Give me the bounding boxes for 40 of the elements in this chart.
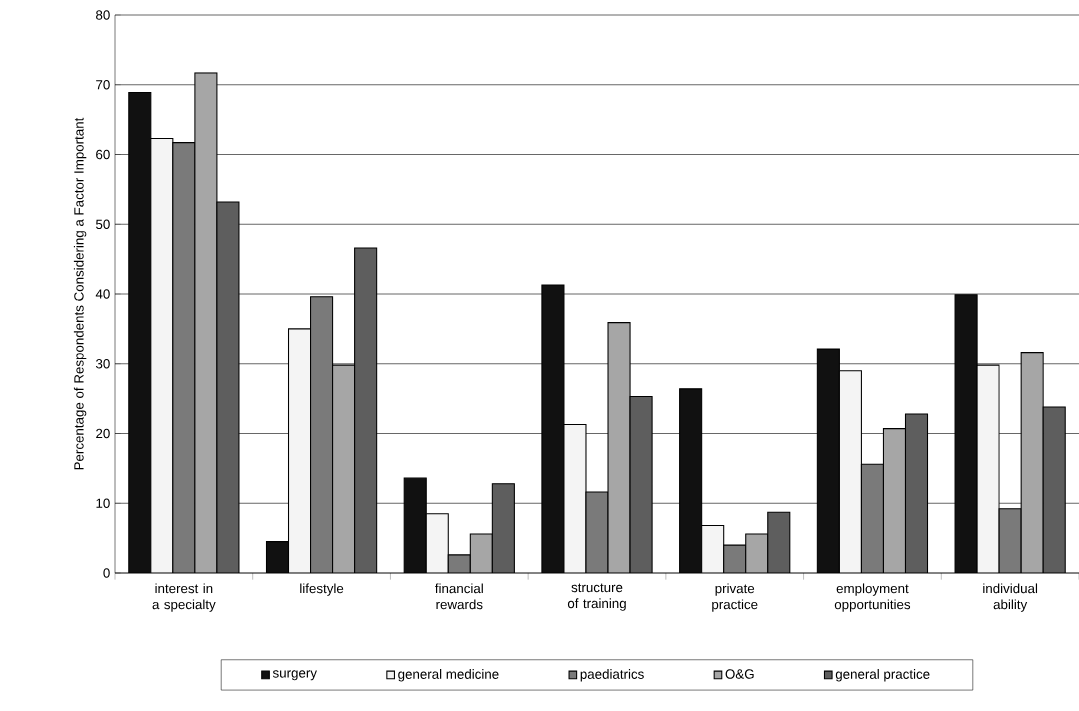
legend-label: surgery — [272, 670, 317, 681]
legend-label: O&G — [725, 669, 754, 679]
x-tick-label: interest in a specialty — [152, 583, 216, 612]
bar — [954, 294, 978, 573]
legend-label: paediatrics — [580, 669, 644, 682]
y-tick-label: 10 — [96, 498, 110, 508]
bar — [128, 91, 152, 573]
bar — [403, 477, 427, 573]
bar — [998, 508, 1022, 573]
y-tick-label: 20 — [96, 428, 110, 439]
legend-label: general medicine — [398, 669, 499, 682]
bar — [491, 483, 515, 573]
bar — [860, 463, 884, 573]
y-tick-label: 30 — [95, 359, 110, 369]
bar — [816, 348, 840, 573]
x-tick-label: structure of training — [567, 583, 626, 611]
bar — [354, 247, 378, 573]
y-axis-title: Percentage of Respondents Considering a Factor Important — [73, 117, 87, 470]
x-tick-label: employment opportunities — [834, 583, 911, 612]
bar — [172, 142, 196, 573]
legend-label: general practice — [835, 669, 930, 682]
y-tick-label: 80 — [96, 10, 110, 20]
x-tick-label: lifestyle — [300, 583, 344, 596]
x-tick-label: private practice — [712, 583, 758, 612]
y-tick-label: 0 — [103, 568, 110, 578]
y-tick-label: 50 — [96, 219, 110, 229]
y-tick-label: 70 — [96, 80, 110, 90]
x-tick-label: financial rewards — [435, 583, 483, 610]
y-tick-label: 60 — [96, 149, 110, 160]
y-tick-label: 40 — [95, 289, 110, 299]
bar — [629, 396, 653, 573]
bar — [265, 541, 290, 573]
bar — [904, 413, 929, 573]
bar — [541, 284, 565, 573]
bar — [767, 511, 791, 573]
bar — [216, 201, 240, 573]
bar — [310, 296, 334, 573]
bar — [679, 388, 703, 573]
bar — [1042, 406, 1066, 573]
x-tick-label: individual ability — [983, 583, 1038, 612]
